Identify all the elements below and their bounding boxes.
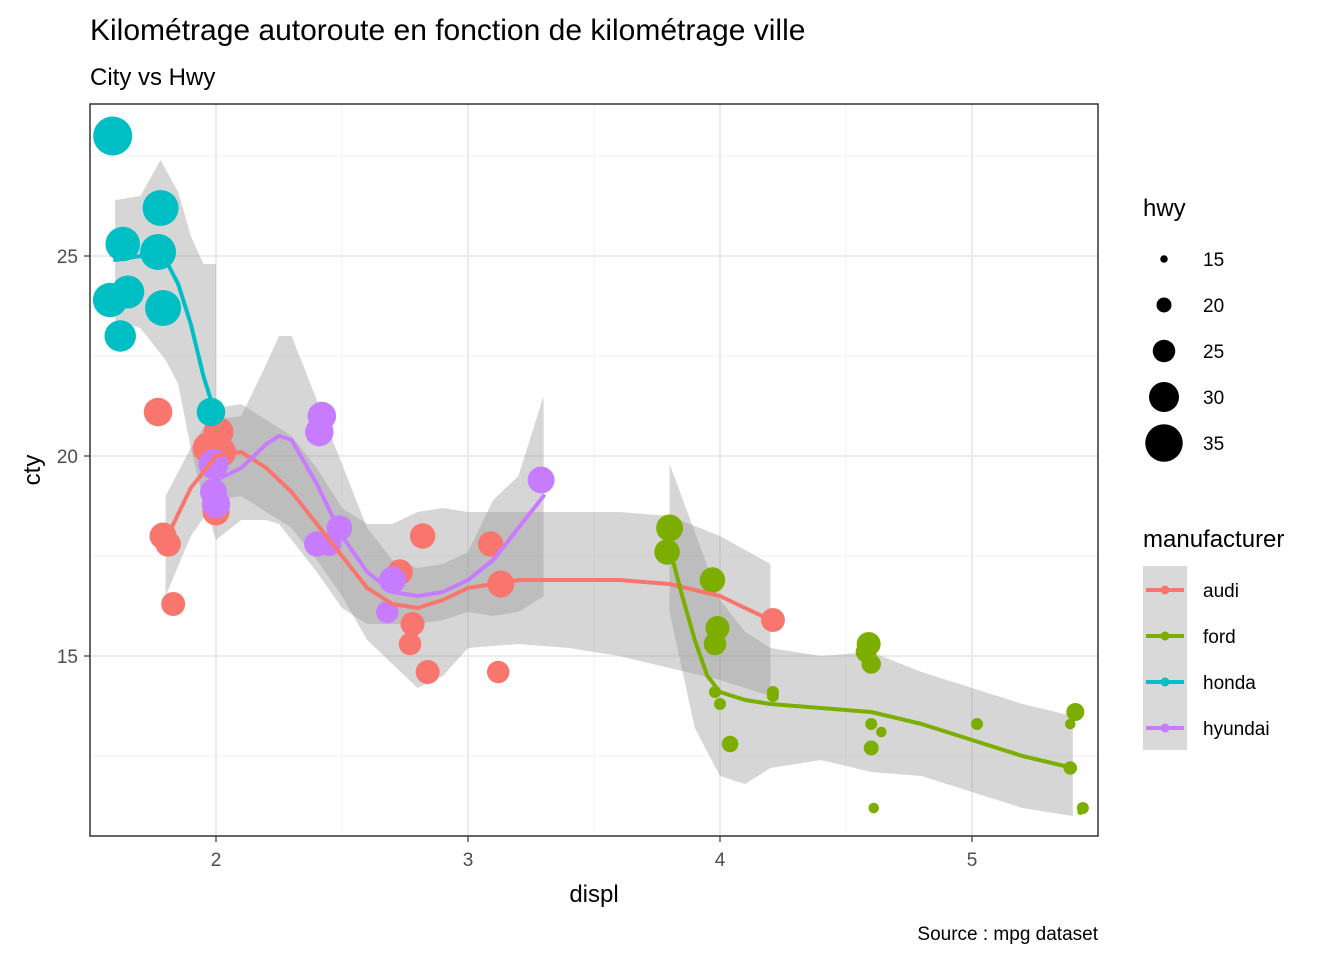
x-tick-label: 3 (463, 850, 474, 871)
y-tick-label: 25 (57, 247, 78, 268)
smooth-line-audi (163, 450, 773, 622)
point-ford (865, 718, 878, 730)
point-ford (861, 654, 881, 674)
size-legend-key (1145, 424, 1183, 462)
smooth-line-honda (113, 254, 218, 418)
chart-caption: Source : mpg dataset (917, 924, 1098, 945)
point-audi (760, 608, 785, 632)
confidence-ribbons (115, 160, 1073, 816)
point-hyundai (201, 489, 231, 519)
point-audi (486, 660, 510, 684)
size-legend-label: 15 (1203, 250, 1224, 271)
color-legend-label: ford (1203, 627, 1236, 648)
point-ford (721, 735, 739, 753)
point-honda (140, 234, 177, 270)
point-honda (92, 282, 128, 318)
point-ford (703, 632, 727, 656)
point-ford (656, 514, 684, 542)
smooth-line-hyundai (214, 434, 546, 598)
point-audi (415, 660, 440, 684)
x-tick-label: 2 (211, 850, 222, 871)
point-honda (93, 116, 133, 156)
color-legend: manufacturer audi ford honda hyundai (1143, 526, 1284, 750)
point-ford (876, 726, 887, 738)
color-legend-key-point (1160, 585, 1170, 595)
point-ford (868, 802, 879, 814)
chart-subtitle: City vs Hwy (90, 64, 215, 91)
point-hyundai (305, 417, 334, 447)
point-audi (398, 632, 422, 656)
point-ford (1065, 718, 1076, 730)
size-legend-key (1156, 297, 1172, 313)
x-tick-label: 5 (967, 850, 978, 871)
x-tick-label: 4 (715, 850, 726, 871)
chart-title: Kilométrage autoroute en fonction de kil… (90, 14, 805, 47)
size-legend-label: 30 (1203, 388, 1224, 409)
color-legend-label: honda (1203, 673, 1256, 694)
color-legend-key-background (1143, 566, 1187, 750)
plot-panel (89, 103, 1099, 837)
smooth-lines (113, 254, 1075, 770)
point-ford (654, 539, 680, 565)
color-legend-key-point (1160, 677, 1170, 687)
point-audi (400, 612, 425, 636)
point-audi (409, 523, 436, 549)
point-honda (104, 320, 136, 352)
ribbon-hyundai (216, 336, 544, 624)
point-ford (766, 690, 779, 702)
point-audi (143, 397, 173, 427)
point-ford (1066, 703, 1085, 721)
point-ford (714, 698, 726, 710)
size-legend-label: 20 (1203, 296, 1224, 317)
size-legend-key (1160, 255, 1168, 263)
point-ford (699, 567, 726, 593)
color-legend-label: audi (1203, 581, 1239, 602)
smooth-line-ford (667, 546, 1075, 770)
y-tick-label: 20 (57, 447, 78, 468)
point-hyundai (376, 600, 399, 624)
y-tick-label: 15 (57, 647, 78, 668)
size-legend-key (1152, 339, 1176, 363)
size-legend-title: hwy (1143, 195, 1186, 222)
size-legend-label: 25 (1203, 342, 1224, 363)
point-honda (142, 190, 179, 226)
color-legend-key-point (1160, 631, 1170, 641)
point-honda (196, 397, 226, 427)
y-axis-title: cty (19, 455, 46, 486)
point-audi (477, 531, 504, 557)
color-legend-key-point (1160, 723, 1170, 733)
y-axis-ticks: 15 20 25 (57, 247, 90, 668)
x-axis-ticks: 2 3 4 5 (211, 836, 978, 871)
point-honda (145, 290, 182, 326)
ribbon-audi (165, 404, 771, 696)
point-ford (971, 718, 984, 730)
size-legend: hwy 15 20 25 30 35 (1143, 195, 1224, 462)
panel-border (89, 103, 1099, 837)
color-legend-title: manufacturer (1143, 526, 1284, 553)
point-honda (105, 226, 141, 262)
point-audi (161, 592, 186, 616)
ribbon-ford (669, 464, 1073, 816)
color-legend-label: hyundai (1203, 719, 1270, 740)
point-ford (1077, 809, 1084, 815)
point-ford (863, 740, 879, 756)
point-audi (155, 531, 181, 557)
size-legend-label: 35 (1203, 434, 1224, 455)
x-axis-title: displ (569, 881, 618, 908)
size-legend-key (1149, 382, 1179, 412)
point-hyundai (527, 466, 555, 494)
